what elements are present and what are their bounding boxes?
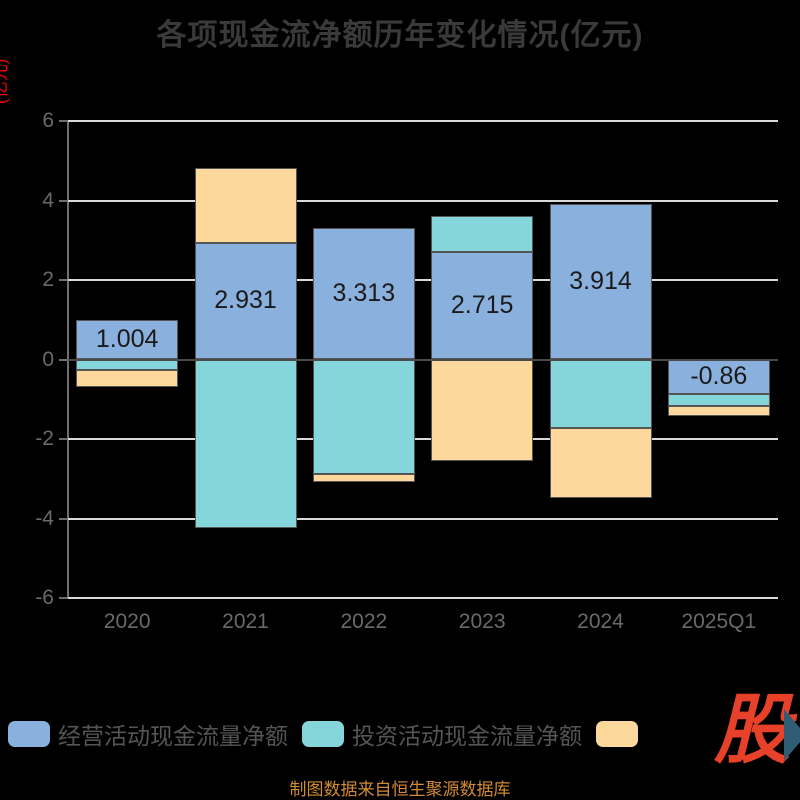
legend-label-operating: 经营活动现金流量净额 bbox=[58, 723, 288, 749]
y-axis-tick bbox=[59, 279, 68, 281]
page-title: 各项现金流净额历年变化情况(亿元) bbox=[156, 19, 644, 52]
bar-segment-financing[interactable] bbox=[194, 167, 297, 243]
y-axis-label: 2 bbox=[42, 268, 54, 291]
y-axis-unit-label: (亿元) bbox=[0, 58, 10, 104]
bar-value-label: -0.86 bbox=[690, 361, 748, 390]
bar-segment-investing[interactable] bbox=[667, 393, 770, 406]
y-axis-tick bbox=[59, 517, 68, 520]
bar-value-label: 2.931 bbox=[214, 286, 277, 315]
bar-segment-investing[interactable] bbox=[549, 359, 652, 428]
plot-area: 6 4 2 0 -2 -4 -6 1.004 2.931 3.313 2.715 3.914 -0.86 bbox=[35, 110, 778, 608]
legend-swatch-financing bbox=[596, 721, 638, 747]
gridline bbox=[68, 517, 778, 520]
bar-segment-operating[interactable] bbox=[431, 251, 534, 360]
gridline bbox=[68, 199, 778, 202]
chart-legend: 经营活动现金流量净额 投资活动现金流量净额筹资活动现金流量净额 bbox=[0, 712, 800, 756]
x-axis-label-2022: 2022 bbox=[340, 610, 388, 633]
bar-group-2023[interactable]: 2.715 bbox=[431, 121, 534, 598]
y-axis-label: 4 bbox=[42, 188, 54, 212]
y-axis-tick bbox=[59, 120, 68, 122]
bar-segment-operating[interactable] bbox=[312, 227, 415, 360]
gridline bbox=[68, 120, 778, 122]
y-axis-tick bbox=[59, 597, 68, 599]
bar-segment-operating[interactable] bbox=[194, 242, 297, 360]
gridline bbox=[68, 438, 778, 440]
y-axis-tick bbox=[59, 438, 68, 440]
footer-source-note: 制图数据来自恒生聚源数据库 bbox=[289, 780, 511, 799]
bar-segment-operating[interactable] bbox=[667, 359, 770, 394]
bar-value-label: 2.715 bbox=[450, 290, 514, 319]
brand-watermark: 股 bbox=[714, 692, 800, 768]
bar-segment-investing[interactable] bbox=[76, 359, 179, 370]
bar-value-label: 3.313 bbox=[332, 278, 396, 307]
y-axis-label: 6 bbox=[42, 109, 54, 132]
bar-value-label: 3.914 bbox=[569, 266, 632, 295]
bar-value-label: 1.004 bbox=[95, 324, 159, 353]
y-axis-label: -4 bbox=[35, 506, 54, 530]
x-axis-label-2021: 2021 bbox=[222, 610, 269, 633]
legend-item-operating[interactable]: 经营活动现金流量净额 bbox=[8, 717, 288, 751]
x-axis-label-2025Q1: 2025Q1 bbox=[681, 610, 757, 633]
watermark-text: 股 bbox=[714, 685, 790, 774]
y-axis-label: 0 bbox=[42, 347, 54, 371]
bar-group-2025Q1[interactable]: -0.86 bbox=[667, 121, 770, 598]
bar-segment-financing[interactable] bbox=[549, 427, 652, 498]
bar-segment-financing[interactable] bbox=[76, 369, 179, 388]
bar-segment-operating[interactable] bbox=[549, 203, 652, 360]
y-axis-label: -6 bbox=[35, 586, 54, 609]
y-axis-label: -2 bbox=[35, 427, 54, 450]
bar-segment-financing[interactable] bbox=[312, 473, 415, 482]
x-axis-label-2020: 2020 bbox=[103, 610, 151, 633]
bar-segment-operating[interactable] bbox=[76, 319, 179, 360]
legend-item-investing[interactable]: 投资活动现金流量净额 bbox=[302, 717, 582, 751]
bar-group-2020[interactable]: 1.004 bbox=[76, 121, 179, 598]
x-axis-label-2024: 2024 bbox=[577, 610, 624, 633]
zero-line bbox=[68, 358, 778, 361]
bar-segment-financing[interactable] bbox=[667, 406, 770, 417]
gridline bbox=[68, 279, 778, 281]
bar-segment-investing[interactable] bbox=[431, 215, 534, 252]
gridline bbox=[68, 597, 778, 599]
bar-segment-investing[interactable] bbox=[312, 359, 415, 474]
x-axis-label-2023: 2023 bbox=[458, 610, 506, 633]
bar-group-2021[interactable]: 2.931 bbox=[194, 121, 297, 598]
bar-group-2024[interactable]: 3.914 bbox=[549, 121, 652, 598]
legend-swatch-operating bbox=[8, 721, 50, 747]
bar-segment-financing[interactable] bbox=[431, 359, 534, 461]
y-axis-tick bbox=[59, 199, 68, 202]
y-axis-tick bbox=[59, 358, 68, 361]
legend-item-financing[interactable]: 筹资活动现金流量净额 bbox=[596, 717, 800, 751]
bar-segment-investing[interactable] bbox=[194, 359, 297, 529]
legend-swatch-investing bbox=[302, 721, 344, 747]
legend-label-investing: 投资活动现金流量净额 bbox=[352, 723, 582, 749]
play-triangle-icon bbox=[784, 709, 800, 761]
